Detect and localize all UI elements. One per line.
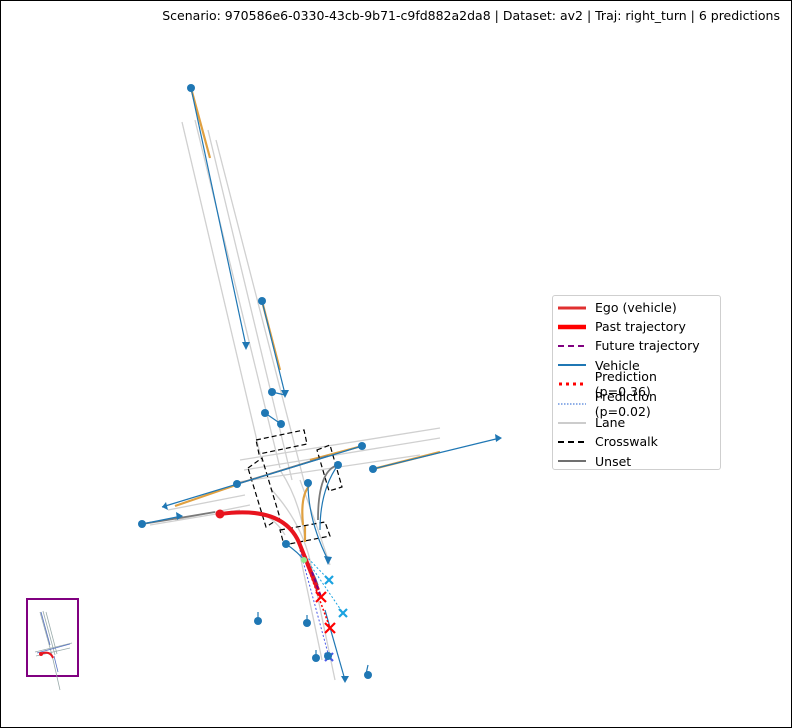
legend-item-ego: Ego (vehicle) — [557, 298, 716, 317]
legend-label: Vehicle — [595, 357, 640, 373]
legend-label: Ego (vehicle) — [595, 300, 677, 316]
prediction-endpoints — [315, 575, 348, 662]
legend-item-prediction-low: Prediction (p=0.02) — [557, 389, 716, 419]
minimap-inset — [26, 598, 79, 691]
legend-label: Prediction (p=0.36) — [594, 369, 657, 400]
legend-swatch-prediction-high — [557, 379, 587, 389]
legend-swatch-unset — [557, 456, 587, 466]
crosswalks — [247, 429, 343, 546]
ego-start-point — [215, 509, 225, 519]
lane-lines — [149, 119, 441, 681]
figure-title: Scenario: 970586e6-0330-43cb-9b71-c9fd88… — [162, 8, 780, 23]
ego-trajectory — [219, 510, 320, 591]
legend-swatch-prediction-low — [557, 399, 587, 409]
legend-item-past-trajectory: Past trajectory — [557, 317, 716, 336]
legend-label: Future trajectory — [595, 338, 700, 354]
legend-swatch-past-trajectory — [557, 322, 587, 332]
legend-swatch-crosswalk — [557, 437, 587, 447]
legend-label: Past trajectory — [595, 319, 686, 335]
legend-item-crosswalk: Crosswalk — [557, 432, 716, 451]
legend-label: Crosswalk — [595, 434, 658, 450]
legend-label: Lane — [595, 415, 626, 431]
legend-item-prediction-high: Prediction (p=0.36) — [557, 369, 716, 399]
legend-swatch-lane — [557, 418, 587, 428]
legend-swatch-ego — [557, 303, 587, 313]
legend-label: Prediction (p=0.02) — [594, 388, 657, 419]
legend: Ego (vehicle) Past trajectory Future tra… — [552, 295, 721, 470]
legend-swatch-vehicle — [557, 360, 587, 370]
vehicle-trajectories — [141, 87, 502, 683]
legend-item-unset: Unset — [557, 452, 716, 471]
legend-item-vehicle: Vehicle — [557, 356, 716, 375]
ego-current-marker — [301, 557, 307, 563]
ego-future-segment — [311, 571, 322, 598]
legend-item-lane: Lane — [557, 413, 716, 432]
legend-item-future-trajectory: Future trajectory — [557, 336, 716, 355]
legend-label: Unset — [595, 453, 632, 469]
vehicle-positions — [138, 84, 377, 679]
legend-swatch-future-trajectory — [557, 341, 587, 351]
